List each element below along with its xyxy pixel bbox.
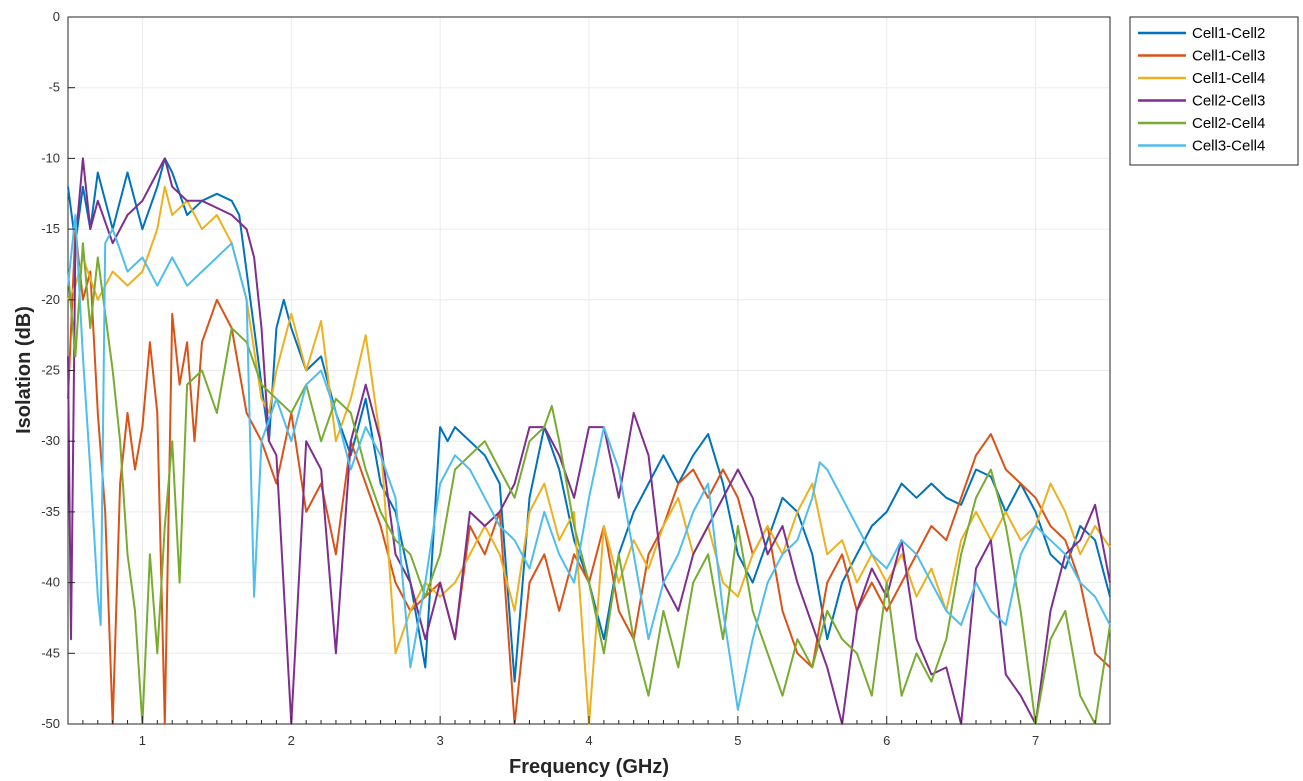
y-tick-label: -5	[48, 80, 60, 95]
y-tick-label: -30	[41, 433, 60, 448]
series-line-cell1-cell3	[67, 228, 1111, 725]
series-line-cell1-cell2	[67, 157, 1111, 683]
y-tick-label: -20	[41, 292, 60, 307]
y-tick-label: -45	[41, 645, 60, 660]
legend-box	[1129, 16, 1299, 166]
y-tick-label: -35	[41, 504, 60, 519]
legend: Cell1-Cell2 Cell1-Cell3 Cell1-Cell4 Cell2-C…	[1129, 16, 1299, 166]
x-axis-title: Frequency (GHz)	[509, 756, 669, 778]
x-tick-label: 5	[734, 733, 741, 748]
x-tick-label: 7	[1032, 733, 1039, 748]
x-tick-label: 6	[883, 733, 890, 748]
legend-label: Cell2-Cell4	[1192, 115, 1265, 132]
y-tick-label: -10	[41, 150, 60, 165]
legend-label: Cell2-Cell3	[1192, 93, 1265, 110]
series-line-cell1-cell4	[67, 185, 1111, 725]
y-tick-label: -50	[41, 716, 60, 731]
series-line-cell2-cell4	[67, 242, 1111, 725]
x-tick-label: 1	[139, 733, 146, 748]
legend-label: Cell3-Cell4	[1192, 138, 1265, 155]
y-tick-label: -15	[41, 221, 60, 236]
plot-lines	[67, 157, 1111, 725]
tick-labels: 0 -5 -10 -15 -20 -25 -30 -35 -40 -45 -50 1 2 3 4 5 6 7	[41, 9, 1039, 748]
legend-items: Cell1-Cell2 Cell1-Cell3 Cell1-Cell4 Cell2-C…	[1138, 25, 1265, 155]
y-tick-label: -40	[41, 575, 60, 590]
axis-ticks	[67, 16, 1111, 725]
x-tick-label: 2	[288, 733, 295, 748]
legend-label: Cell1-Cell2	[1192, 25, 1265, 42]
y-axis-title: Isolation (dB)	[13, 306, 35, 434]
legend-label: Cell1-Cell4	[1192, 70, 1265, 87]
series-line-cell3-cell4	[67, 214, 1111, 711]
x-tick-label: 4	[585, 733, 592, 748]
x-tick-label: 3	[437, 733, 444, 748]
y-tick-label: -25	[41, 363, 60, 378]
y-tick-label: 0	[53, 9, 60, 24]
legend-label: Cell1-Cell3	[1192, 48, 1265, 65]
